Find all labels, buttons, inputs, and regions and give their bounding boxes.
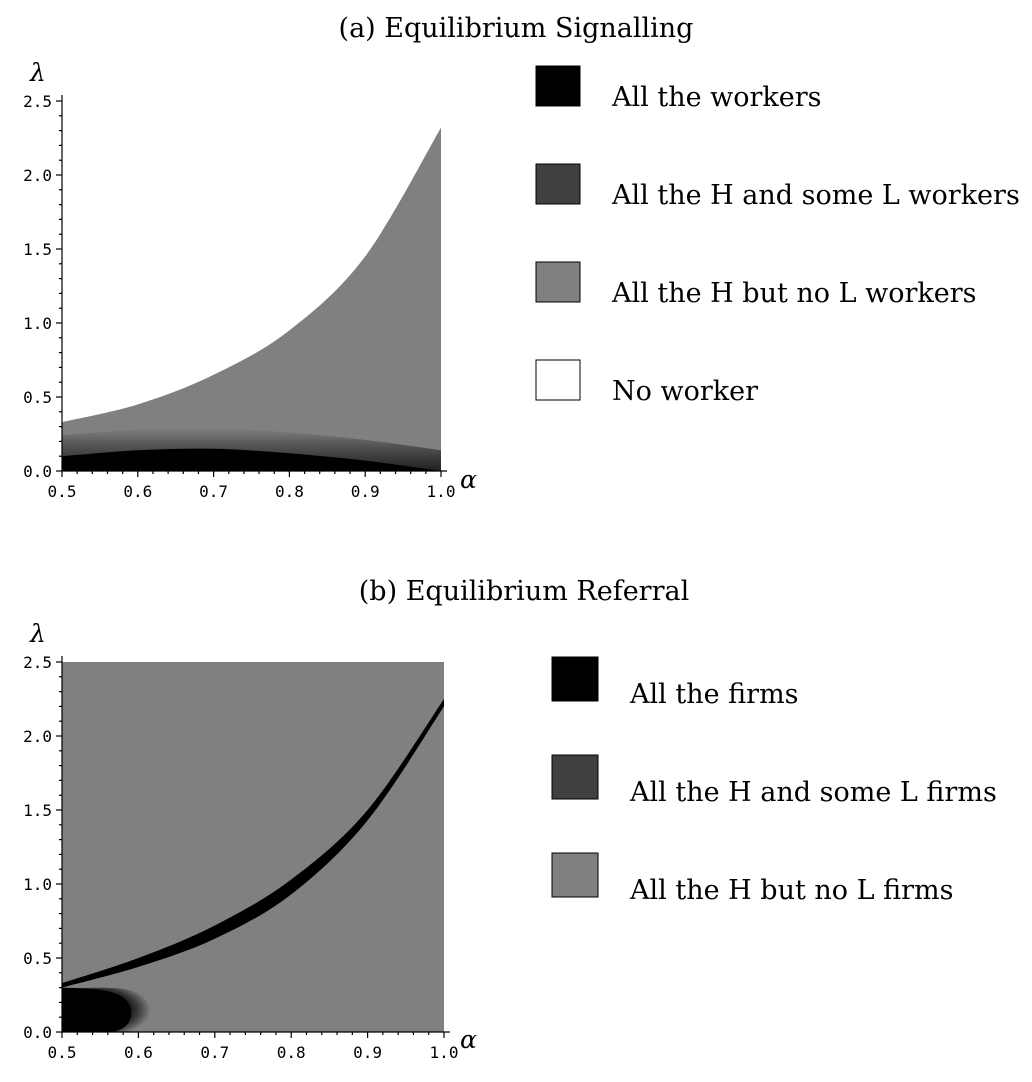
panel-a-y-tick-label: 2.0 xyxy=(23,166,52,185)
panel-b-y-tick-label: 1.5 xyxy=(23,801,52,820)
panel-b-region-h-no-l xyxy=(62,662,444,1032)
panel-a-region-all-workers xyxy=(62,448,441,471)
panel-a-legend-swatch xyxy=(535,163,581,205)
panel-a-y-tick-label: 1.0 xyxy=(23,314,52,333)
panel-a: (a) Equilibrium Signalling λ α 0.5 0.6 0.7… xyxy=(23,13,1020,501)
panel-a-legend-label: All the H and some L workers xyxy=(611,180,1020,211)
panel-a-y-tick-label: 1.5 xyxy=(23,240,52,259)
panel-b-y-tick-label: 2.5 xyxy=(23,653,52,672)
panel-b-axes: 0.5 0.6 0.7 0.8 0.9 1.00.00.51.01.52.02.5 xyxy=(23,653,458,1062)
panel-b-legend-swatch xyxy=(551,754,599,800)
panel-b-ylabel: λ xyxy=(29,619,46,648)
panel-a-x-tick-label: 1.0 xyxy=(427,482,456,501)
panel-a-y-tick-label: 2.5 xyxy=(23,92,52,111)
panel-b-legend-label: All the H but no L firms xyxy=(629,875,954,906)
panel-b-y-tick-label: 0.5 xyxy=(23,949,52,968)
panel-b-x-tick-label: 0.7 xyxy=(200,1043,229,1062)
panel-b-x-tick-label: 0.6 xyxy=(124,1043,153,1062)
panel-b-legend-label: All the H and some L firms xyxy=(629,777,997,808)
panel-b-y-tick-label: 0.0 xyxy=(23,1023,52,1042)
panel-a-legend-swatch xyxy=(535,261,581,303)
panel-b-x-tick-label: 0.5 xyxy=(48,1043,77,1062)
panel-b-x-tick-label: 1.0 xyxy=(430,1043,459,1062)
panel-a-legend: All the workers All the H and some L work… xyxy=(535,65,1020,407)
panel-a-x-tick-label: 0.6 xyxy=(123,482,152,501)
panel-b-region-blob-core xyxy=(62,987,132,1032)
panel-a-x-tick-label: 0.5 xyxy=(48,482,77,501)
panel-b-y-tick-label: 1.0 xyxy=(23,875,52,894)
panel-a-x-tick-label: 0.9 xyxy=(351,482,380,501)
panel-b-legend-label: All the firms xyxy=(629,679,799,710)
panel-a-legend-swatch xyxy=(535,359,581,401)
panel-b-legend-swatch xyxy=(551,852,599,898)
panel-b-legend: All the firms All the H and some L firms A… xyxy=(551,656,997,906)
panel-a-legend-label: All the workers xyxy=(611,82,822,113)
panel-a-regions xyxy=(62,127,441,471)
panel-b-y-tick-label: 2.0 xyxy=(23,727,52,746)
panel-a-legend-label: All the H but no L workers xyxy=(611,278,977,309)
panel-a-region-h-no-l xyxy=(62,127,441,471)
panel-b-x-tick-label: 0.9 xyxy=(353,1043,382,1062)
panel-a-x-tick-label: 0.8 xyxy=(275,482,304,501)
panel-b-regions xyxy=(62,662,444,1032)
panel-a-legend-label: No worker xyxy=(612,376,758,407)
panel-a-y-tick-label: 0.0 xyxy=(23,462,52,481)
panel-b-title: (b) Equilibrium Referral xyxy=(359,576,689,607)
panel-a-x-tick-label: 0.7 xyxy=(199,482,228,501)
panel-b-x-tick-label: 0.8 xyxy=(277,1043,306,1062)
panel-a-ylabel: λ xyxy=(29,58,46,87)
panel-a-legend-swatch xyxy=(535,65,581,107)
panel-a-axes: 0.5 0.6 0.7 0.8 0.9 1.00.00.51.01.52.02.5 xyxy=(23,92,455,501)
panel-b: (b) Equilibrium Referral λ α 0.5 0.6 0.7 0.… xyxy=(23,576,997,1062)
panel-a-xlabel: α xyxy=(460,465,477,494)
panel-b-legend-swatch xyxy=(551,656,599,702)
panel-b-xlabel: α xyxy=(460,1025,477,1054)
panel-a-y-tick-label: 0.5 xyxy=(23,388,52,407)
panel-a-title: (a) Equilibrium Signalling xyxy=(339,13,694,44)
